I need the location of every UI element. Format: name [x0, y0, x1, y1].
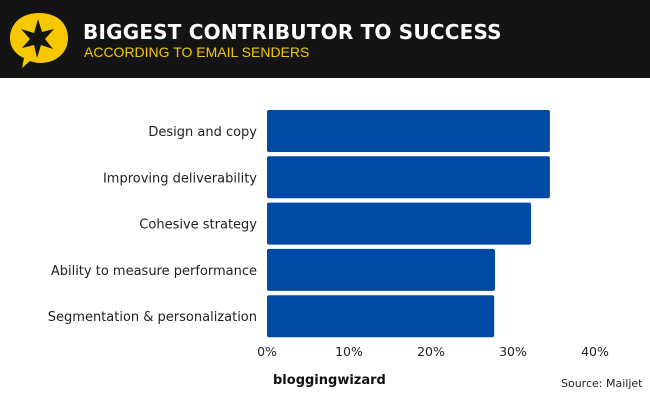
header-banner: BIGGEST CONTRIBUTOR TO SUCCESS ACCORDING…	[0, 0, 650, 78]
bar	[267, 110, 550, 152]
x-tick-label: 0%	[257, 344, 277, 359]
brand-logo: bloggingwizard	[273, 373, 386, 388]
x-tick-label: 40%	[581, 344, 609, 359]
bar-chart: Design and copy Improving deliverability C…	[48, 110, 609, 359]
bar	[267, 248, 495, 291]
category-label: Segmentation & personalization	[48, 310, 257, 325]
x-tick-label: 20%	[417, 344, 445, 359]
category-label: Improving deliverability	[103, 171, 257, 186]
category-label: Ability to measure performance	[51, 264, 257, 279]
bar	[267, 156, 550, 199]
source-note: Source: Mailjet	[561, 377, 643, 390]
x-tick-label: 10%	[335, 344, 363, 359]
chart-title: BIGGEST CONTRIBUTOR TO SUCCESS	[83, 20, 502, 44]
bar	[267, 295, 495, 338]
bar	[267, 202, 532, 245]
category-label: Design and copy	[148, 125, 257, 140]
chart-subtitle: ACCORDING TO EMAIL SENDERS	[84, 44, 310, 60]
x-tick-label: 30%	[499, 344, 527, 359]
category-label: Cohesive strategy	[139, 218, 257, 233]
star-speech-bubble-icon	[10, 13, 68, 68]
